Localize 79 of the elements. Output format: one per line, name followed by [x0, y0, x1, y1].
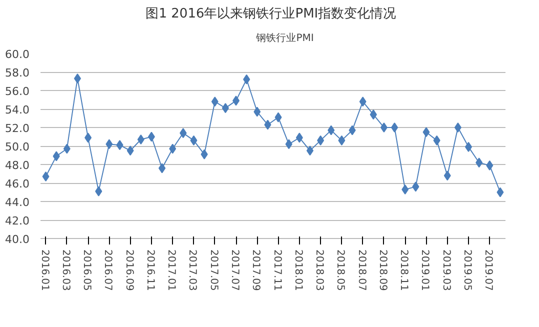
point: [444, 170, 451, 181]
point: [52, 151, 60, 162]
y-tick-label: 50.0: [5, 140, 30, 154]
point: [348, 125, 356, 136]
y-tick-label: 42.0: [5, 214, 30, 228]
point: [222, 103, 229, 114]
point: [106, 139, 113, 150]
point: [454, 122, 462, 132]
x-tick-label: 2017.05: [208, 250, 219, 291]
text: 钢铁行业PMI: [256, 32, 314, 45]
x-tick-label: 2019.07: [482, 250, 494, 291]
y-tick-label: 54.0: [5, 104, 30, 116]
x-tick-label: 2017.03: [186, 250, 198, 291]
point: [274, 112, 282, 122]
y-tick-label: 52.0: [5, 122, 30, 135]
point: [137, 134, 144, 145]
chart-title: 图1 2016年以来钢铁行业PMI指数变化情况: [146, 6, 396, 22]
x-tick-label: 2019.03: [440, 250, 452, 291]
y-tick-label: 44.0: [5, 196, 30, 209]
point: [433, 135, 440, 146]
point: [126, 146, 134, 156]
x-tick-label: 2016.05: [81, 250, 92, 291]
point: [63, 144, 70, 154]
point: [264, 120, 272, 130]
point: [359, 96, 366, 107]
point: [317, 135, 324, 146]
x-tick-label: 2017.07: [229, 250, 240, 291]
point: [338, 135, 346, 146]
point: [243, 74, 250, 84]
y-tick-label: 56.0: [5, 85, 30, 98]
point: [496, 187, 504, 198]
point: [254, 106, 261, 117]
x-tick-label: 2017.11: [271, 250, 282, 291]
x-tick-label: 2016.11: [144, 250, 156, 291]
point: [328, 125, 335, 136]
x-tick-label: 2018.01: [292, 250, 304, 291]
point: [412, 182, 420, 192]
point: [402, 184, 409, 194]
point: [84, 132, 92, 143]
point: [486, 160, 494, 170]
point: [190, 135, 198, 146]
point: [370, 110, 377, 120]
point: [42, 172, 50, 182]
x-tick-label: 2017.01: [166, 250, 177, 291]
x-tick-label: 2016.03: [60, 250, 71, 291]
x-tick-label: 2019.01: [419, 250, 430, 291]
point: [306, 146, 314, 156]
point: [232, 96, 240, 106]
x-tick-label: 2018.07: [356, 250, 367, 291]
point: [169, 144, 176, 154]
point: [380, 122, 388, 132]
y-tick-label: 58.0: [5, 66, 30, 80]
x-tick-label: 2016.09: [123, 250, 134, 291]
point: [180, 128, 187, 138]
x-tick-label: 2018.05: [334, 250, 346, 291]
point: [211, 96, 218, 107]
point: [422, 127, 430, 138]
x-tick-label: 2017.09: [250, 250, 262, 291]
point: [285, 139, 292, 150]
point: [200, 149, 208, 160]
x-tick-label: 2016.07: [102, 250, 114, 291]
x-tick-label: 2019.05: [462, 250, 473, 291]
point: [95, 186, 102, 196]
y-tick-label: 48.0: [5, 159, 30, 172]
point: [158, 163, 166, 174]
point: [74, 73, 81, 84]
point: [116, 140, 124, 150]
x-tick-label: 2018.03: [314, 250, 325, 291]
x-tick-label: 2016.01: [38, 250, 50, 291]
point: [465, 142, 472, 152]
y-tick-label: 60.0: [5, 48, 30, 61]
y-tick-label: 46.0: [5, 178, 30, 190]
point: [148, 132, 155, 142]
point: [476, 158, 483, 168]
point: [391, 122, 398, 132]
x-tick-label: 2018.11: [398, 250, 410, 291]
x-tick-label: 2018.09: [376, 250, 388, 291]
point: [296, 132, 303, 143]
y-tick-label: 40.0: [5, 233, 30, 246]
